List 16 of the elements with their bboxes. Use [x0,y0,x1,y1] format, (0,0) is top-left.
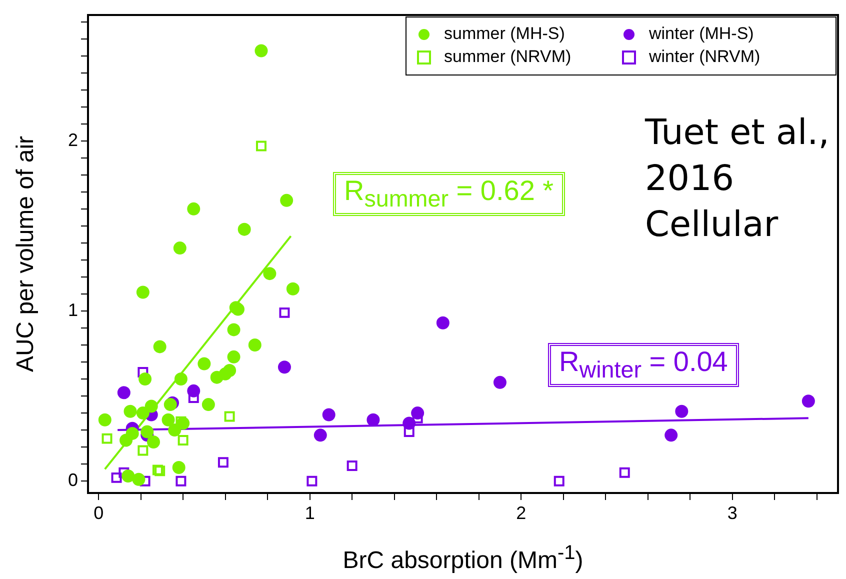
x-tick-label: 1 [304,502,315,523]
annotation: R$_{summer}$ = 0.62 * [333,172,565,216]
annotation: Tuet et al., 2016 Cellular [645,112,830,247]
y-tick-label: 2 [68,130,78,150]
y-axis-title: AUC per volume of air [12,134,40,374]
x-tick-label: 0 [94,502,104,523]
legend-label: winter (MH-S) [648,24,754,44]
legend-label: summer (MH-S) [444,24,565,44]
legend-label: summer (NRVM) [444,47,572,66]
x-axis-title: BrC absorption (Mm$^{-1}$) [342,542,584,575]
x-tick-label: 3 [727,502,738,523]
x-tick-label: 2 [516,502,526,523]
annotation: R$_{winter}$ = 0.04 [548,343,739,387]
legend-label: winter (NRVM) [648,47,760,66]
y-tick-label: 0 [68,470,78,490]
y-tick-label: 1 [68,300,78,320]
